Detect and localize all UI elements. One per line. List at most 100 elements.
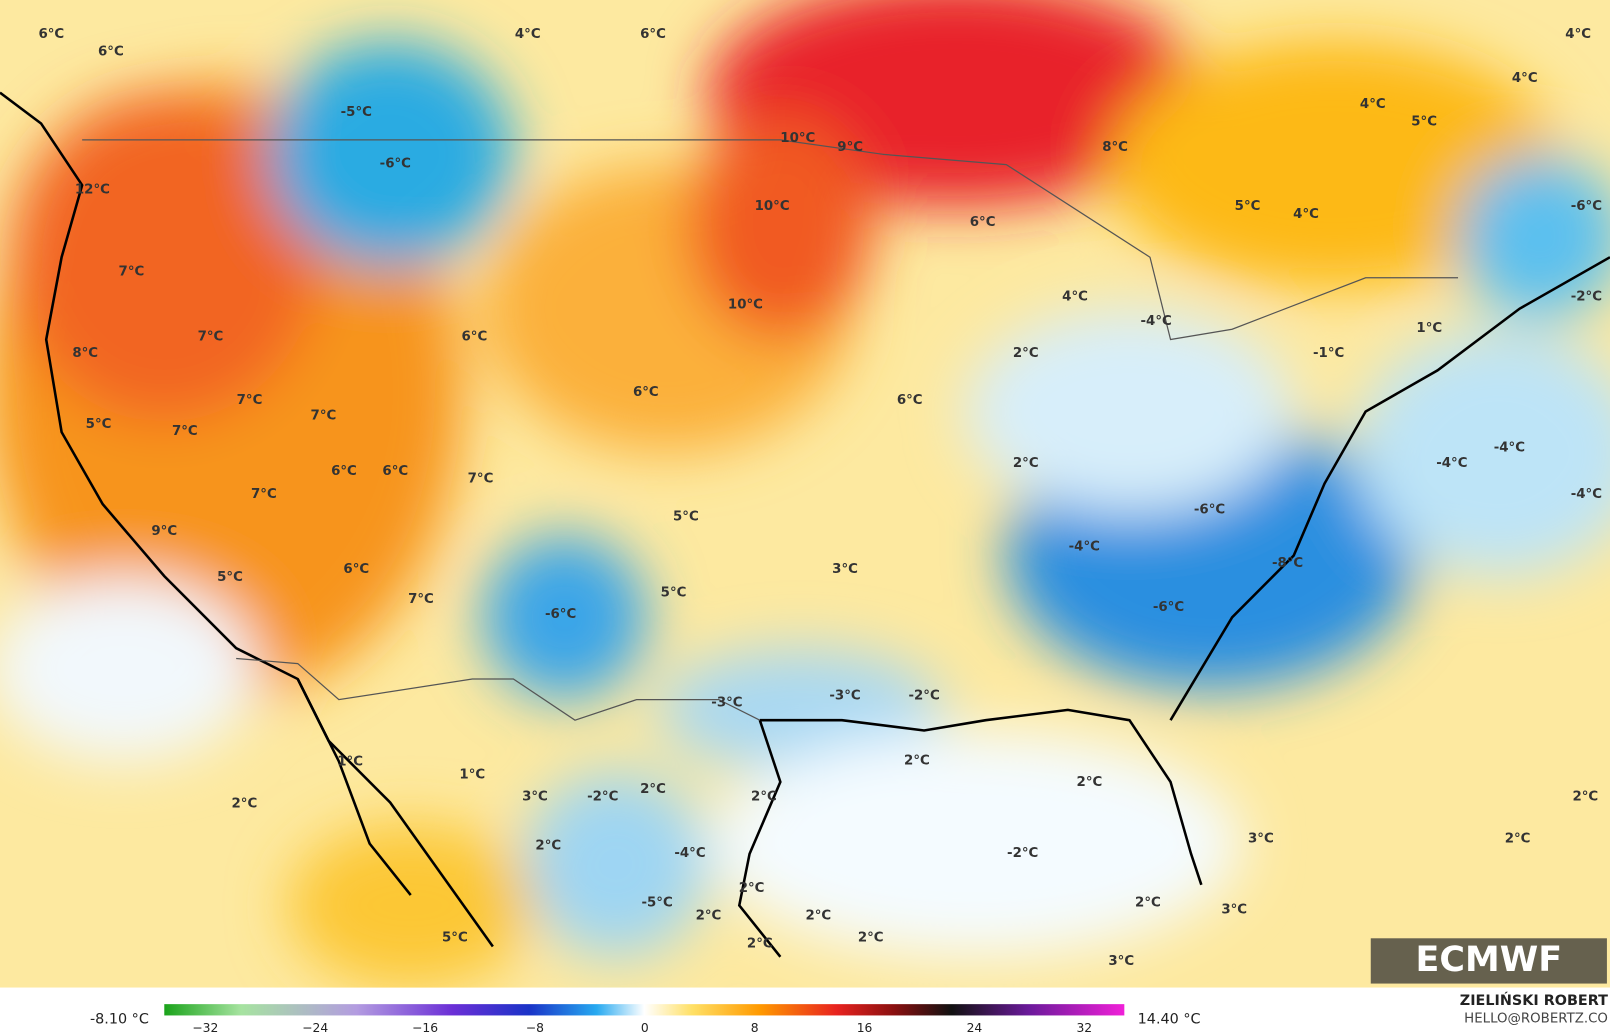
temp-label: 2°C bbox=[1013, 346, 1039, 361]
temp-label: 4°C bbox=[1565, 27, 1591, 42]
colorbar-tick-label: 24 bbox=[967, 1021, 983, 1035]
temp-label: 9°C bbox=[837, 140, 863, 155]
temp-label: 7°C bbox=[172, 424, 198, 439]
temp-label: -5°C bbox=[341, 105, 372, 120]
temp-label: 2°C bbox=[751, 789, 777, 804]
author: ZIELIŃSKI ROBERT bbox=[1460, 991, 1608, 1009]
colorbar-ticks: −32 −24 −16 −8 0 8 16 24 32 bbox=[192, 1021, 1092, 1035]
temp-label: -5°C bbox=[641, 895, 672, 910]
temp-label: 4°C bbox=[1360, 97, 1386, 112]
temp-label: 10°C bbox=[728, 298, 763, 313]
temp-label: 5°C bbox=[661, 586, 687, 601]
temp-label: 6°C bbox=[382, 464, 408, 479]
temp-label: 7°C bbox=[311, 409, 337, 424]
temp-label: -4°C bbox=[1141, 314, 1172, 329]
temp-label: 2°C bbox=[231, 797, 257, 812]
temp-label: 7°C bbox=[408, 592, 434, 607]
temp-label: -3°C bbox=[829, 688, 860, 703]
colorbar-tick-label: 32 bbox=[1076, 1021, 1092, 1035]
temp-label: 8°C bbox=[72, 346, 98, 361]
colorbar-tick-label: 16 bbox=[857, 1021, 873, 1035]
temp-label: -2°C bbox=[1007, 846, 1038, 861]
temp-label: 5°C bbox=[217, 570, 243, 585]
temp-label: -4°C bbox=[1494, 441, 1525, 456]
temp-label: 3°C bbox=[832, 562, 858, 577]
temp-label: -6°C bbox=[545, 607, 576, 622]
temp-label: 6°C bbox=[331, 464, 357, 479]
temp-label: 2°C bbox=[640, 782, 666, 797]
temp-label: 7°C bbox=[198, 329, 224, 344]
temp-label: 7°C bbox=[237, 393, 263, 408]
temp-label: 5°C bbox=[442, 930, 468, 945]
temp-label: 4°C bbox=[1293, 207, 1319, 222]
temp-label: 4°C bbox=[1512, 71, 1538, 86]
colorbar-tick-label: 8 bbox=[751, 1021, 759, 1035]
temp-label: 6°C bbox=[970, 215, 996, 230]
temp-label: 2°C bbox=[1572, 789, 1598, 804]
temp-label: 7°C bbox=[251, 487, 277, 502]
temp-label: -4°C bbox=[674, 846, 705, 861]
temp-label: 5°C bbox=[86, 417, 112, 432]
temp-label: -6°C bbox=[380, 157, 411, 172]
temp-label: 12°C bbox=[75, 182, 110, 197]
temp-label: 2°C bbox=[739, 881, 765, 896]
colorbar-tick-label: 0 bbox=[641, 1021, 649, 1035]
temp-label: 2°C bbox=[747, 936, 773, 951]
contact: HELLO@ROBERTZ.CO bbox=[1464, 1012, 1608, 1027]
temp-label: 1°C bbox=[459, 768, 485, 783]
colorbar-tick-label: −32 bbox=[192, 1021, 218, 1035]
temp-label: 6°C bbox=[343, 562, 369, 577]
temp-label: -2°C bbox=[1571, 289, 1602, 304]
temp-label: 10°C bbox=[755, 199, 790, 214]
temp-label: 3°C bbox=[522, 789, 548, 804]
temp-label: 5°C bbox=[673, 509, 699, 524]
temp-label: 10°C bbox=[780, 131, 815, 146]
colorbar-tick-label: −24 bbox=[302, 1021, 328, 1035]
temp-label: -3°C bbox=[711, 696, 742, 711]
map-labels: 6°C 6°C 4°C 6°C 4°C 4°C 4°C 5°C -5°C -6°C 10°C 9°C 8… bbox=[38, 27, 1602, 969]
borders bbox=[82, 139, 1459, 721]
temp-label: 7°C bbox=[468, 471, 494, 486]
temp-label: 5°C bbox=[1411, 114, 1437, 129]
temp-label: -6°C bbox=[1153, 600, 1184, 615]
colorbar-tick-label: −8 bbox=[526, 1021, 544, 1035]
temp-label: -6°C bbox=[1571, 199, 1602, 214]
temp-label: -1°C bbox=[1313, 346, 1344, 361]
temp-label: 6°C bbox=[38, 27, 64, 42]
temp-label: 4°C bbox=[1062, 289, 1088, 304]
temp-label: 4°C bbox=[515, 27, 541, 42]
temp-label: 8°C bbox=[1102, 140, 1128, 155]
temp-label: 6°C bbox=[897, 393, 923, 408]
temp-label: 2°C bbox=[904, 753, 930, 768]
temp-label: 3°C bbox=[1221, 902, 1247, 917]
logo: ECMWF bbox=[1416, 940, 1563, 980]
temp-label: 6°C bbox=[98, 44, 124, 59]
coastline bbox=[0, 91, 1610, 958]
logo-box bbox=[1370, 938, 1607, 984]
temp-label: 2°C bbox=[1135, 895, 1161, 910]
colorbar-max: 14.40 °C bbox=[1138, 1012, 1201, 1028]
temp-label: -4°C bbox=[1436, 456, 1467, 471]
temp-label: 3°C bbox=[1108, 954, 1134, 969]
temp-label: 7°C bbox=[119, 265, 145, 280]
temp-label: 3°C bbox=[1248, 831, 1274, 846]
temp-label: -2°C bbox=[908, 688, 939, 703]
temp-label: 2°C bbox=[1505, 831, 1531, 846]
temp-label: 2°C bbox=[1013, 456, 1039, 471]
temp-label: 5°C bbox=[1235, 199, 1261, 214]
temp-label: 2°C bbox=[696, 909, 722, 924]
temp-label: 1°C bbox=[1416, 321, 1442, 336]
temp-label: 2°C bbox=[1077, 775, 1103, 790]
temp-label: -2°C bbox=[587, 789, 618, 804]
colorbar bbox=[164, 1004, 1125, 1016]
temp-label: 6°C bbox=[633, 385, 659, 400]
temp-label: 2°C bbox=[535, 839, 561, 854]
temp-label: -6°C bbox=[1194, 502, 1225, 517]
temp-label: -4°C bbox=[1571, 487, 1602, 502]
colorbar-min: -8.10 °C bbox=[90, 1012, 149, 1028]
temp-label: -8°C bbox=[1272, 556, 1303, 571]
map-field bbox=[0, 0, 1610, 988]
temp-label: 1°C bbox=[337, 754, 363, 769]
temp-label: -4°C bbox=[1069, 539, 1100, 554]
